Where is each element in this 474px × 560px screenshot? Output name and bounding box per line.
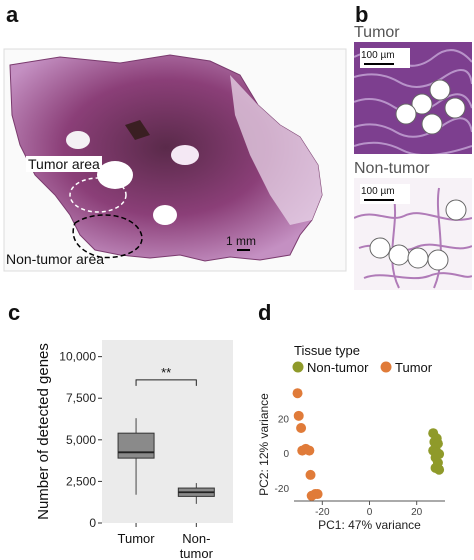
- legend-marker: [292, 361, 304, 373]
- scatter-point: [305, 469, 316, 480]
- panel-c-letter: c: [8, 300, 21, 325]
- scatter-point: [296, 422, 307, 433]
- y-tick-label: -20: [275, 484, 290, 495]
- significance-bracket: [135, 379, 197, 386]
- scatter-point: [312, 489, 323, 500]
- scatter-point: [292, 388, 303, 399]
- scatter-point: [293, 410, 304, 421]
- x-axis-label: PC1: 47% variance: [318, 518, 421, 532]
- nontumor-histology-image: [354, 178, 472, 290]
- panel-d-letter: d: [258, 300, 272, 325]
- x-tick-label: 0: [367, 507, 373, 518]
- legend-label: Non-tumor: [307, 360, 369, 375]
- y-tick-label: 7,500: [66, 391, 96, 405]
- scale-bar-label-a: 1 mm: [226, 234, 256, 248]
- scatter-point: [434, 464, 445, 475]
- y-axis-label: Number of detected genes: [35, 343, 52, 520]
- scatter-point: [304, 445, 315, 456]
- y-tick-label: 10,000: [59, 350, 96, 364]
- legend-label: Tumor: [395, 360, 433, 375]
- scale-bar-label-tumor: 100 µm: [361, 50, 395, 61]
- scale-bar-label-nontumor: 100 µm: [361, 186, 395, 197]
- y-tick-label: 0: [89, 516, 96, 530]
- y-tick-label: 20: [278, 414, 290, 425]
- panel-a-histology-image: [3, 48, 347, 272]
- x-tick-label: 20: [411, 507, 423, 518]
- y-axis-label: PC2: 12% variance: [257, 393, 271, 496]
- panel-b-letter: b: [355, 2, 369, 27]
- x-tick-label: Tumor: [118, 531, 156, 546]
- tumor-histology-image: [354, 42, 472, 154]
- legend-marker: [380, 361, 392, 373]
- plot-background: [294, 388, 445, 501]
- panel-a-letter: a: [6, 2, 19, 27]
- box-body: [117, 432, 155, 459]
- y-tick-label: 2,500: [66, 474, 96, 488]
- nontumor-title: Non-tumor: [354, 160, 430, 177]
- legend-title: Tissue type: [294, 343, 360, 358]
- x-tick-label: -20: [315, 507, 330, 518]
- y-tick-label: 5,000: [66, 433, 96, 447]
- nontumor-area-label: Non-tumor area: [6, 251, 105, 267]
- significance-label: **: [161, 365, 171, 380]
- box-plot-chart: 0 2,500 5,000 7,500 10,000 Tumor Non-tumor ** Nu…: [35, 340, 233, 560]
- x-tick-label: tumor: [180, 546, 214, 560]
- tumor-area-label: Tumor area: [26, 156, 102, 172]
- y-tick-label: 0: [283, 449, 289, 460]
- tumor-title: Tumor: [354, 24, 400, 41]
- x-tick-label: Non-: [182, 531, 210, 546]
